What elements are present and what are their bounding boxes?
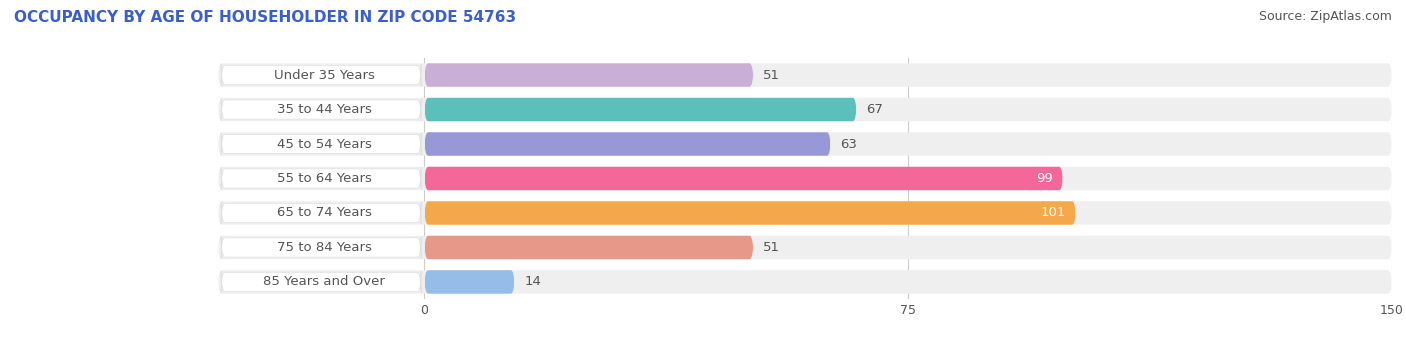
Text: 85 Years and Over: 85 Years and Over [263,275,385,288]
Text: Source: ZipAtlas.com: Source: ZipAtlas.com [1258,10,1392,23]
Text: 51: 51 [763,241,780,254]
FancyBboxPatch shape [221,236,422,258]
FancyBboxPatch shape [218,270,1392,294]
FancyBboxPatch shape [425,201,1076,225]
FancyBboxPatch shape [221,167,422,190]
FancyBboxPatch shape [221,99,422,121]
Text: 101: 101 [1040,206,1066,220]
Text: 67: 67 [866,103,883,116]
Text: 75 to 84 Years: 75 to 84 Years [277,241,371,254]
FancyBboxPatch shape [218,201,1392,225]
FancyBboxPatch shape [218,236,1392,259]
FancyBboxPatch shape [218,132,1392,156]
FancyBboxPatch shape [425,98,856,121]
Text: 63: 63 [841,137,858,151]
FancyBboxPatch shape [425,63,754,87]
Text: 35 to 44 Years: 35 to 44 Years [277,103,371,116]
Text: 14: 14 [524,275,541,288]
Text: Under 35 Years: Under 35 Years [274,69,375,82]
FancyBboxPatch shape [218,63,1392,87]
FancyBboxPatch shape [425,132,831,156]
FancyBboxPatch shape [221,64,422,86]
Text: 55 to 64 Years: 55 to 64 Years [277,172,371,185]
Text: 65 to 74 Years: 65 to 74 Years [277,206,371,220]
Text: OCCUPANCY BY AGE OF HOUSEHOLDER IN ZIP CODE 54763: OCCUPANCY BY AGE OF HOUSEHOLDER IN ZIP C… [14,10,516,25]
FancyBboxPatch shape [425,270,515,294]
FancyBboxPatch shape [221,271,422,293]
FancyBboxPatch shape [218,167,1392,190]
FancyBboxPatch shape [221,133,422,155]
FancyBboxPatch shape [218,98,1392,121]
Text: 51: 51 [763,69,780,82]
Text: 45 to 54 Years: 45 to 54 Years [277,137,371,151]
FancyBboxPatch shape [425,236,754,259]
FancyBboxPatch shape [221,202,422,224]
Text: 99: 99 [1036,172,1053,185]
FancyBboxPatch shape [425,167,1063,190]
